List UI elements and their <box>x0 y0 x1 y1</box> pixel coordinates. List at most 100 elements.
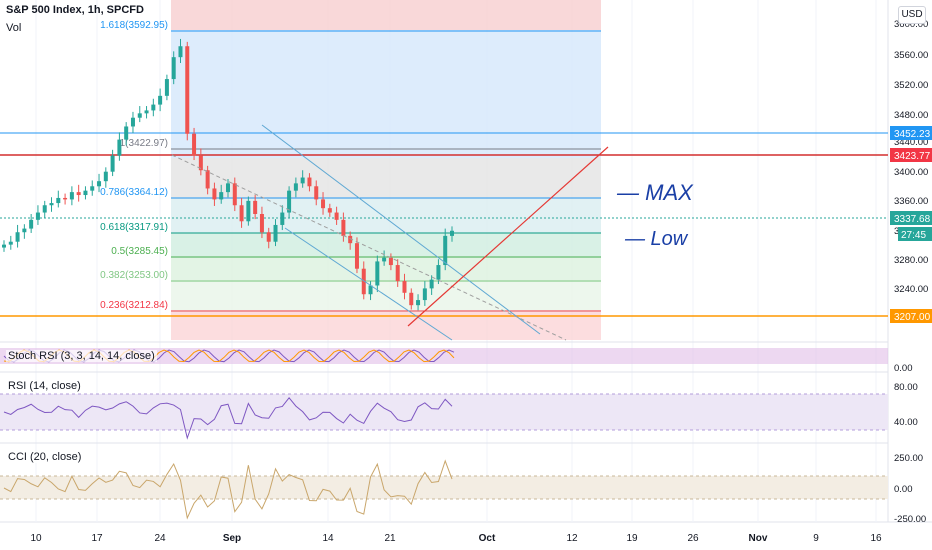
candle-body <box>171 57 176 80</box>
price-badge-label: 3452.23 <box>894 129 931 140</box>
price-axis-tick: 3520.00 <box>894 80 928 91</box>
fib-zone <box>171 282 601 312</box>
fib-level-label: 1.618(3592.95) <box>100 20 168 31</box>
price-badge-label: 27:45 <box>901 230 926 241</box>
candle-body <box>124 126 129 140</box>
candle-body <box>287 190 292 213</box>
candle-body <box>90 186 95 191</box>
fib-level-label: 0.5(3285.45) <box>111 246 168 257</box>
fib-zone <box>171 158 601 199</box>
currency-button[interactable]: USD <box>898 6 926 24</box>
candle-body <box>239 205 244 222</box>
candle-body <box>22 228 27 233</box>
candle-body <box>382 257 387 262</box>
candle-body <box>246 200 251 222</box>
candle-body <box>232 183 237 206</box>
price-axis-tick: 3440.00 <box>894 137 928 148</box>
candle-body <box>8 241 13 245</box>
price-axis-tick: 3280.00 <box>894 255 928 266</box>
candle-body <box>334 212 339 220</box>
cci-label[interactable]: CCI (20, close) <box>6 451 84 463</box>
candle-body <box>375 261 380 286</box>
candle-body <box>205 170 210 189</box>
candle-body <box>450 230 454 236</box>
candle-body <box>280 212 285 225</box>
price-badge <box>890 126 932 140</box>
candle-body <box>429 279 434 289</box>
price-badge-label: 3337.68 <box>894 214 931 225</box>
time-axis-label: 14 <box>322 533 334 544</box>
candle-body <box>395 265 400 282</box>
candle-body <box>402 281 407 293</box>
candle-body <box>314 186 319 200</box>
price-badge-label: 3423.77 <box>894 151 931 162</box>
candle-body <box>259 214 264 233</box>
rsi-line <box>3 396 453 440</box>
time-axis-label: 16 <box>870 533 882 544</box>
candle-body <box>137 113 142 118</box>
price-axis-tick: 3240.00 <box>894 284 928 295</box>
candle-body <box>192 133 197 156</box>
cci-tick: 0.00 <box>894 484 913 495</box>
low-annotation: — Low <box>624 228 689 250</box>
stoch-rsi-tick: 0.00 <box>894 363 913 374</box>
candle-body <box>219 192 224 200</box>
price-axis-tick: 3360.00 <box>894 196 928 207</box>
candle-body <box>253 200 258 214</box>
candle-body <box>266 232 271 242</box>
candle-body <box>76 192 81 196</box>
candle-body <box>103 171 108 182</box>
rsi-label[interactable]: RSI (14, close) <box>6 380 83 392</box>
fib-zone <box>171 30 601 158</box>
candle-body <box>35 212 40 220</box>
fib-level-label: 0.382(3253.00) <box>100 270 168 281</box>
candle-body <box>307 177 312 187</box>
time-axis-label: 24 <box>154 533 166 544</box>
max-annotation: — MAX <box>616 180 694 205</box>
candle-body <box>15 232 20 242</box>
time-axis-label: 12 <box>566 533 578 544</box>
price-badge <box>890 211 932 225</box>
time-axis-label: 19 <box>626 533 638 544</box>
channel-lower-line <box>284 227 453 341</box>
candle-body <box>42 205 47 213</box>
candle-body <box>178 46 183 58</box>
cci-band <box>0 476 888 499</box>
fib-level-label: 0.236(3212.84) <box>100 300 168 311</box>
candle-body <box>409 292 414 306</box>
fib-zone <box>171 258 601 282</box>
candle-body <box>110 155 115 172</box>
candle-body <box>198 155 203 171</box>
rsi-tick: 40.00 <box>894 417 918 428</box>
candle-body <box>361 268 366 295</box>
candle-body <box>436 265 441 280</box>
stoch-rsi-band <box>0 348 888 364</box>
volume-label[interactable]: Vol <box>6 22 22 34</box>
candle-body <box>83 190 88 196</box>
candle-body <box>443 235 448 266</box>
fib-level-label: 0.786(3364.12) <box>100 187 168 198</box>
candle-body <box>327 208 332 213</box>
time-axis-label: 17 <box>91 533 103 544</box>
fib-zone <box>171 0 601 30</box>
candle-body <box>388 257 393 266</box>
fib-level-label: 1(3422.97) <box>120 138 168 149</box>
dashed-trendline <box>171 154 567 341</box>
candle-body <box>130 117 135 127</box>
stoch-rsi-label[interactable]: Stoch RSI (3, 3, 14, 14, close) <box>6 350 157 362</box>
candle-body <box>348 235 353 244</box>
symbol-title[interactable]: S&P 500 Index, 1h, SPCFD <box>6 4 144 16</box>
candle-body <box>56 197 61 204</box>
time-axis-label: Nov <box>749 533 768 544</box>
price-axis-tick: 3600.00 <box>894 19 928 30</box>
price-axis-tick: 3400.00 <box>894 167 928 178</box>
time-axis-label: 9 <box>813 533 819 544</box>
cci-tick: -250.00 <box>894 514 926 525</box>
candle-body <box>416 300 421 306</box>
candle-body <box>422 288 427 301</box>
rsi-tick: 80.00 <box>894 382 918 393</box>
candle-body <box>158 95 163 105</box>
candle-body <box>144 110 149 114</box>
